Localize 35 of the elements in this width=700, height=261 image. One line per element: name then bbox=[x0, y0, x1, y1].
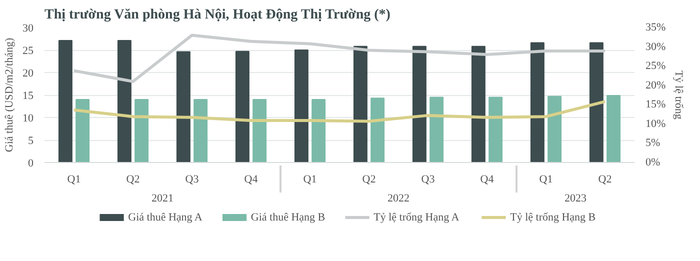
y2-tick-label: 0% bbox=[646, 156, 660, 168]
y-tick-label: 10 bbox=[22, 112, 34, 124]
y2-tick-label: 10% bbox=[646, 118, 666, 130]
y-axis-title: Giá thuê (USD/m2/tháng) bbox=[4, 38, 16, 152]
x-tick-label: Q1 bbox=[539, 174, 553, 186]
y2-tick-label: 35% bbox=[646, 22, 666, 34]
legend-label: Giá thuê Hạng B bbox=[250, 212, 326, 224]
y-tick-label: 20 bbox=[22, 68, 34, 80]
x-tick-label: Q2 bbox=[126, 174, 140, 186]
legend-label: Tỷ lệ trống Hạng A bbox=[374, 212, 460, 224]
x-tick-label: Q2 bbox=[362, 174, 376, 186]
y-tick-label: 30 bbox=[22, 22, 34, 34]
x-tick-label: Q2 bbox=[598, 174, 612, 186]
x-tick-label: Q3 bbox=[185, 174, 200, 186]
y2-axis-title: Tỷ lệ trống bbox=[672, 70, 685, 120]
y2-tick-label: 25% bbox=[646, 60, 666, 72]
x-tick-label: Q1 bbox=[303, 174, 317, 186]
x-tick-label: Q4 bbox=[244, 174, 258, 186]
y2-tick-label: 20% bbox=[646, 79, 666, 92]
y2-tick-label: 30% bbox=[646, 40, 666, 53]
y2-tick-label: 5% bbox=[646, 137, 660, 150]
y-tick-label: 25 bbox=[22, 45, 34, 57]
y-tick-label: 5 bbox=[28, 135, 34, 147]
x-tick-label: Q3 bbox=[421, 174, 436, 186]
text: 2023 bbox=[564, 192, 587, 204]
x-tick-label: Q4 bbox=[480, 174, 494, 186]
y2-tick-label: 15% bbox=[646, 98, 666, 111]
text: 2022 bbox=[388, 192, 410, 204]
text: 2021 bbox=[152, 192, 174, 204]
y-tick-label: 0 bbox=[28, 158, 34, 170]
y-tick-label: 15 bbox=[22, 90, 34, 102]
legend-label: Tỷ lệ trống Hạng B bbox=[510, 212, 596, 224]
legend-label: Giá thuê Hạng A bbox=[128, 212, 202, 224]
x-tick-label: Q1 bbox=[67, 174, 81, 186]
chart-title: Thị trường Văn phòng Hà Nội, Hoạt Động Thị Trường (*) bbox=[44, 8, 391, 22]
